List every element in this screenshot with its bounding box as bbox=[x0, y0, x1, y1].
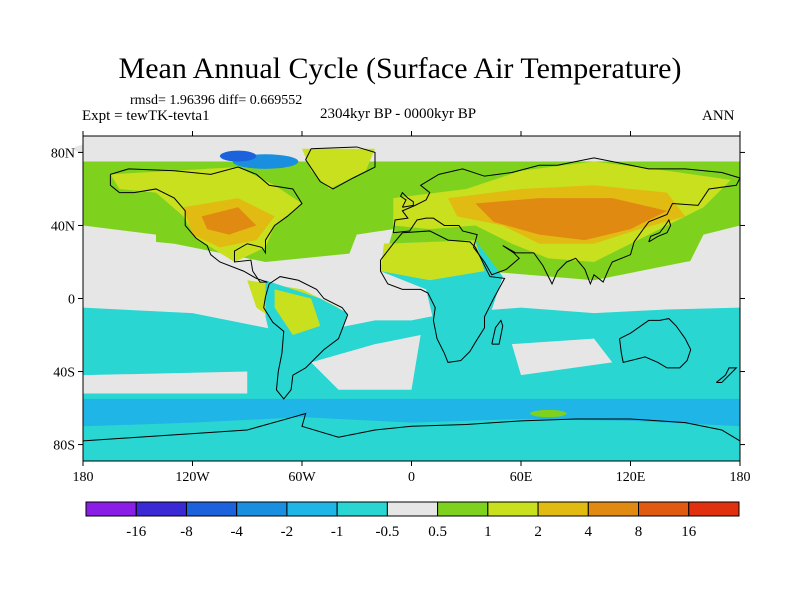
barents-light bbox=[479, 146, 509, 158]
season-label: ANN bbox=[702, 108, 735, 124]
lon-label: 120E bbox=[616, 470, 646, 485]
lon-label: 180 bbox=[730, 470, 751, 485]
colorbar-swatch bbox=[587, 501, 640, 517]
south-america-warm bbox=[274, 289, 321, 336]
laptev-light bbox=[603, 146, 658, 158]
colorbar-swatch bbox=[638, 501, 690, 517]
colorbar-swatch bbox=[487, 501, 539, 517]
colorbar-label: 2 bbox=[534, 524, 542, 540]
coast-australia bbox=[619, 318, 692, 369]
north-pacific-light bbox=[83, 225, 156, 259]
colorbar-swatch bbox=[336, 501, 388, 517]
lon-label: 120W bbox=[175, 470, 210, 485]
lon-label: 180 bbox=[73, 470, 94, 485]
latitude-axis: 80N 40N 0 40S 80S bbox=[51, 146, 745, 454]
eurasia-hot bbox=[475, 198, 667, 241]
experiment-label: Expt = tewTK-tevta1 bbox=[82, 108, 210, 124]
coast-south-america bbox=[263, 276, 349, 400]
colorbar-label: -2 bbox=[281, 524, 294, 540]
equatorial-pacific bbox=[83, 280, 211, 303]
plot-title: Mean Annual Cycle (Surface Air Temperatu… bbox=[118, 52, 682, 85]
temperature-field bbox=[73, 136, 740, 461]
indian-ocean-pocket bbox=[511, 338, 613, 376]
longitude-axis: 180 120W 60W 0 60E 120E 180 bbox=[73, 131, 751, 485]
west-pacific-light bbox=[685, 225, 740, 277]
lon-label: 60W bbox=[288, 470, 316, 485]
colorbar-swatch bbox=[537, 501, 589, 517]
lat-label: 40S bbox=[53, 366, 75, 381]
lat-label: 0 bbox=[68, 293, 75, 308]
east-antarctic-warm bbox=[530, 409, 567, 418]
colorbar-swatch bbox=[688, 501, 740, 517]
mid-atlantic-light bbox=[347, 229, 394, 262]
colorbar-label: -4 bbox=[230, 524, 243, 540]
coast-north-america bbox=[109, 166, 303, 283]
pacific-south-band bbox=[83, 316, 248, 354]
colorbar-label: 4 bbox=[585, 524, 593, 540]
colorbar: -16 -8 -4 -2 -1 -0.5 0.5 1 2 4 8 16 bbox=[85, 501, 740, 540]
coast-antarctica bbox=[82, 412, 741, 442]
colorbar-label: -8 bbox=[180, 524, 193, 540]
colorbar-label: 8 bbox=[635, 524, 643, 540]
colorbar-swatch bbox=[236, 501, 288, 517]
coast-japan bbox=[648, 218, 672, 243]
colorbar-label: 1 bbox=[484, 524, 492, 540]
chukchi-light bbox=[73, 143, 129, 155]
north-america-hot bbox=[201, 207, 257, 235]
colorbar-label: 16 bbox=[681, 524, 697, 540]
period-label: 2304kyr BP - 0000kyr BP bbox=[320, 106, 477, 122]
sahara-warm bbox=[380, 240, 485, 281]
colorbar-label: -0.5 bbox=[376, 524, 400, 540]
greenland-field bbox=[302, 148, 375, 189]
south-pacific-light bbox=[83, 371, 248, 394]
colorbar-swatch bbox=[185, 501, 238, 517]
colorbar-label: -1 bbox=[331, 524, 344, 540]
colorbar-label: 0.5 bbox=[428, 524, 447, 540]
lat-label: 80S bbox=[53, 439, 75, 454]
arctic-archipelago-cold-core bbox=[219, 150, 257, 162]
colorbar-label: -16 bbox=[126, 524, 146, 540]
lon-label: 60E bbox=[510, 470, 533, 485]
coast-greenland bbox=[305, 146, 376, 190]
colorbar-swatch bbox=[386, 501, 439, 517]
colorbar-swatch bbox=[85, 501, 137, 517]
antarctic-coast-band bbox=[83, 417, 740, 461]
australia-field bbox=[617, 320, 691, 368]
coast-eurasia bbox=[392, 157, 741, 286]
lat-label: 40N bbox=[51, 219, 75, 234]
stats-text: rmsd= 1.96396 diff= 0.669552 bbox=[130, 93, 303, 108]
lat-label: 80N bbox=[51, 146, 75, 161]
coast-uk bbox=[399, 191, 414, 208]
colorbar-swatch bbox=[135, 501, 187, 517]
south-atlantic-pocket bbox=[311, 335, 421, 390]
coast-nz bbox=[715, 367, 738, 383]
coast-madagascar bbox=[491, 319, 504, 345]
lon-label: 0 bbox=[408, 470, 415, 485]
coast-africa bbox=[379, 230, 506, 363]
colorbar-swatch bbox=[286, 501, 338, 517]
colorbar-swatch bbox=[437, 501, 489, 517]
coastlines bbox=[82, 146, 741, 442]
